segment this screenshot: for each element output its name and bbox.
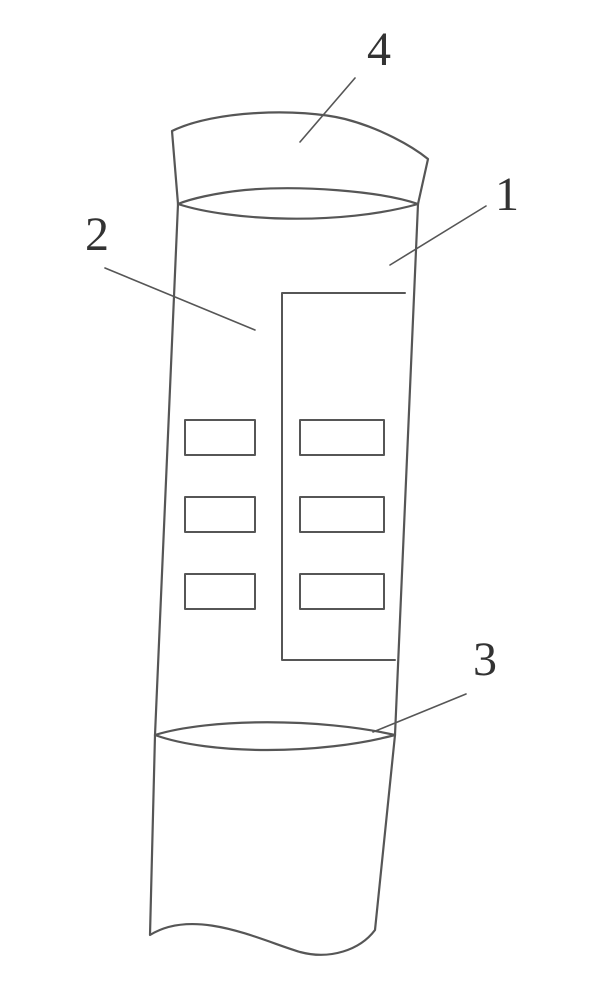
leader-2 [105, 268, 255, 330]
lower-seam [155, 722, 395, 735]
cutout-r3-c1 [185, 574, 255, 609]
label-3: 3 [473, 633, 497, 686]
cutouts-group [185, 420, 384, 609]
cutout-r1-c2 [300, 420, 384, 455]
top-segment [172, 112, 428, 204]
main-body-outline [155, 204, 418, 750]
cutout-r2-c2 [300, 497, 384, 532]
cutout-r3-c2 [300, 574, 384, 609]
label-1: 1 [495, 168, 519, 221]
cutout-r1-c1 [185, 420, 255, 455]
label-4: 4 [367, 23, 391, 76]
label-2: 2 [85, 208, 109, 261]
leader-4 [300, 78, 355, 142]
leader-3 [373, 694, 466, 732]
upper-seam [178, 204, 418, 219]
cutout-r2-c1 [185, 497, 255, 532]
bottom-segment [150, 735, 395, 955]
leader-1 [390, 206, 486, 265]
